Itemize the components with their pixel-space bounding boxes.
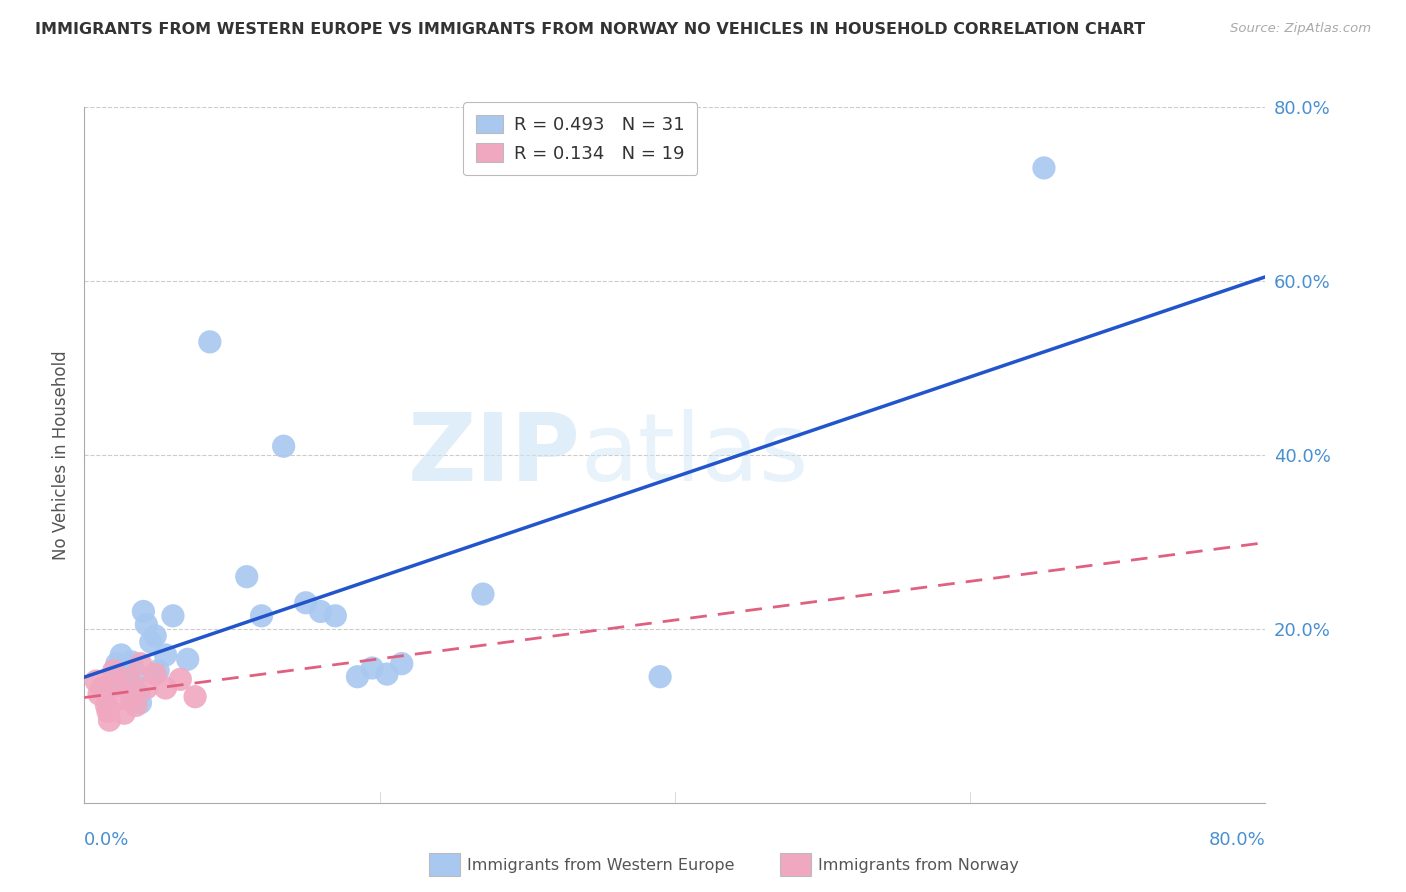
Text: 0.0%: 0.0% [84, 830, 129, 848]
Point [87, 687, 111, 701]
Point [125, 667, 148, 681]
Point [295, 596, 318, 610]
Point [135, 617, 157, 632]
Point [103, 670, 125, 684]
Point [198, 334, 221, 349]
Text: Immigrants from Western Europe: Immigrants from Western Europe [467, 858, 734, 872]
Point [184, 690, 207, 704]
Point [143, 629, 166, 643]
Point [84, 674, 107, 689]
Point [391, 657, 413, 671]
Point [472, 587, 495, 601]
Point [97, 705, 120, 719]
Point [648, 670, 672, 684]
Point [235, 570, 259, 584]
Point [103, 664, 125, 678]
Point [273, 439, 295, 453]
Point [129, 696, 152, 710]
Point [110, 691, 132, 706]
Point [132, 605, 155, 619]
Point [112, 706, 135, 721]
Point [118, 682, 141, 697]
Point [177, 652, 200, 666]
Point [135, 681, 157, 695]
Point [96, 698, 118, 713]
Text: Immigrants from Norway: Immigrants from Norway [818, 858, 1019, 872]
Point [361, 661, 384, 675]
Y-axis label: No Vehicles in Household: No Vehicles in Household [52, 350, 70, 560]
Point [128, 687, 150, 701]
Text: atlas: atlas [581, 409, 808, 501]
Text: ZIP: ZIP [408, 409, 581, 501]
Point [121, 690, 143, 704]
Point [162, 608, 184, 623]
Point [148, 664, 170, 678]
Text: Source: ZipAtlas.com: Source: ZipAtlas.com [1230, 22, 1371, 36]
Point [114, 661, 136, 675]
Point [125, 698, 148, 713]
Point [129, 657, 152, 671]
Point [169, 673, 191, 687]
Point [110, 648, 132, 662]
Point [105, 678, 128, 692]
Point [323, 608, 347, 623]
Text: 80.0%: 80.0% [1209, 830, 1265, 848]
Legend: R = 0.493   N = 31, R = 0.134   N = 19: R = 0.493 N = 31, R = 0.134 N = 19 [464, 103, 697, 175]
Point [118, 673, 141, 687]
Point [121, 655, 143, 669]
Point [346, 670, 368, 684]
Point [91, 681, 114, 695]
Point [98, 713, 121, 727]
Point [155, 681, 177, 695]
Point [105, 657, 128, 671]
Point [143, 667, 166, 681]
Point [155, 648, 177, 662]
Point [139, 635, 162, 649]
Point [375, 667, 398, 681]
Point [309, 605, 332, 619]
Point [1032, 161, 1054, 175]
Point [250, 608, 273, 623]
Text: IMMIGRANTS FROM WESTERN EUROPE VS IMMIGRANTS FROM NORWAY NO VEHICLES IN HOUSEHOL: IMMIGRANTS FROM WESTERN EUROPE VS IMMIGR… [35, 22, 1146, 37]
